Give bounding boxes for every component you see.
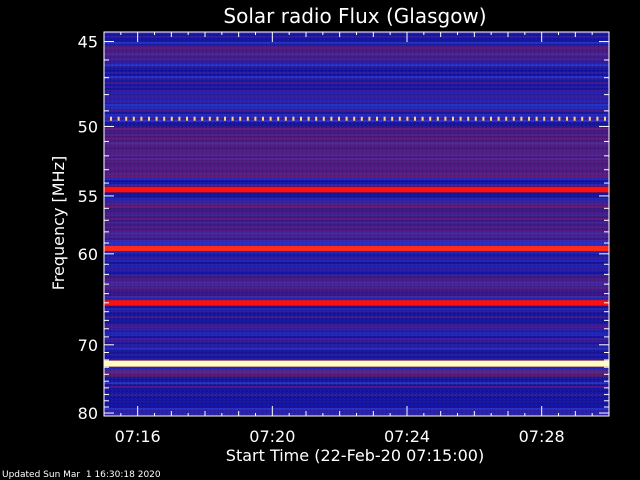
- emission-band-4: [104, 360, 609, 367]
- x-tick-label: 07:20: [249, 427, 295, 446]
- y-axis-label: Frequency [MHz]: [49, 156, 68, 290]
- updated-timestamp: Updated Sun Mar 1 16:30:18 2020: [2, 470, 161, 480]
- y-tick-label: 80: [78, 404, 98, 423]
- y-tick-label: 70: [78, 336, 98, 355]
- spectrogram: [104, 32, 609, 416]
- emission-band-1: [104, 187, 609, 193]
- emission-band-3: [104, 300, 609, 306]
- x-tick-label: 07:16: [115, 427, 161, 446]
- x-tick-label: 07:28: [519, 427, 565, 446]
- y-tick-label: 45: [78, 33, 98, 52]
- axes: 45 50 55 60 70 80 07:16 07:20 07:24 07:28: [78, 31, 610, 446]
- y-tick-label: 50: [78, 117, 98, 136]
- y-tick-label: 55: [78, 187, 98, 206]
- y-tick-label: 60: [78, 245, 98, 264]
- x-axis-label: Start Time (22-Feb-20 07:15:00): [226, 446, 484, 465]
- chart-title: Solar radio Flux (Glasgow): [223, 4, 486, 28]
- x-tick-label: 07:24: [384, 427, 430, 446]
- emission-band-2: [104, 245, 609, 251]
